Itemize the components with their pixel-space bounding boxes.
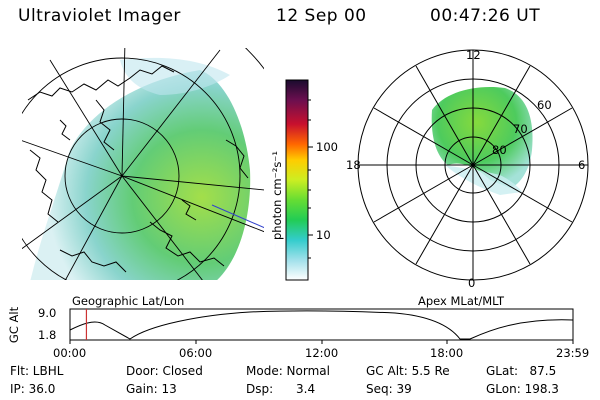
timeline-xtick-0000: 00:00 xyxy=(53,346,87,360)
timeline-xtick-0600: 06:00 xyxy=(179,346,213,360)
timeline-xtick-1200: 12:00 xyxy=(305,346,339,360)
coastlines xyxy=(27,65,249,273)
info-dsp: Dsp: 3.4 xyxy=(246,382,316,396)
timeline-xtick-1800: 18:00 xyxy=(430,346,464,360)
info-ip: IP: 36.0 xyxy=(10,382,56,396)
auroral-oval xyxy=(431,86,533,188)
info-gc-alt: GC Alt: 5.5 Re xyxy=(366,364,450,378)
mlat-label-60: 60 xyxy=(537,98,552,112)
mlat-label-80: 80 xyxy=(492,143,507,157)
info-gain: Gain: 13 xyxy=(126,382,177,396)
instrument-title: Ultraviolet Imager xyxy=(18,6,181,26)
mlt-label-6: 6 xyxy=(578,158,586,172)
terminator-line xyxy=(211,204,264,229)
info-filter: Flt: LBHL xyxy=(10,364,64,378)
observation-date: 12 Sep 00 xyxy=(276,6,367,26)
colorbar-unit: photon cm⁻²s⁻¹ xyxy=(270,151,284,240)
gc-altitude-curve xyxy=(69,310,574,340)
colorbar-label-100: 100 xyxy=(316,140,338,154)
info-glat: GLat: 87.5 xyxy=(486,364,557,378)
info-glon: GLon: 198.3 xyxy=(486,382,559,396)
colorbar-label-10: 10 xyxy=(316,228,331,242)
info-seq: Seq: 39 xyxy=(366,382,412,396)
auroral-emission-geo xyxy=(30,70,251,280)
mlat-label-70: 70 xyxy=(513,122,528,136)
mlt-label-0: 0 xyxy=(468,276,476,290)
geographic-map xyxy=(22,48,264,280)
mlt-label-18: 18 xyxy=(346,158,361,172)
left-panel-caption: Geographic Lat/Lon xyxy=(72,294,185,308)
info-mode: Mode: Normal xyxy=(246,364,330,378)
mlt-label-12: 12 xyxy=(466,48,481,62)
info-door: Door: Closed xyxy=(126,364,203,378)
colorbar xyxy=(285,79,309,281)
right-panel-caption: Apex MLat/MLT xyxy=(418,294,505,308)
lat-lon-grid xyxy=(22,48,264,280)
polar-plot xyxy=(357,49,589,281)
timeline-ytick-low: 1.8 xyxy=(38,328,57,342)
timeline-ytick-high: 9.0 xyxy=(38,306,57,320)
observation-time: 00:47:26 UT xyxy=(430,6,541,26)
timeline-plot xyxy=(69,308,574,341)
timeline-xtick-2359: 23:59 xyxy=(556,346,590,360)
timeline-ylabel: GC Alt xyxy=(7,306,21,344)
